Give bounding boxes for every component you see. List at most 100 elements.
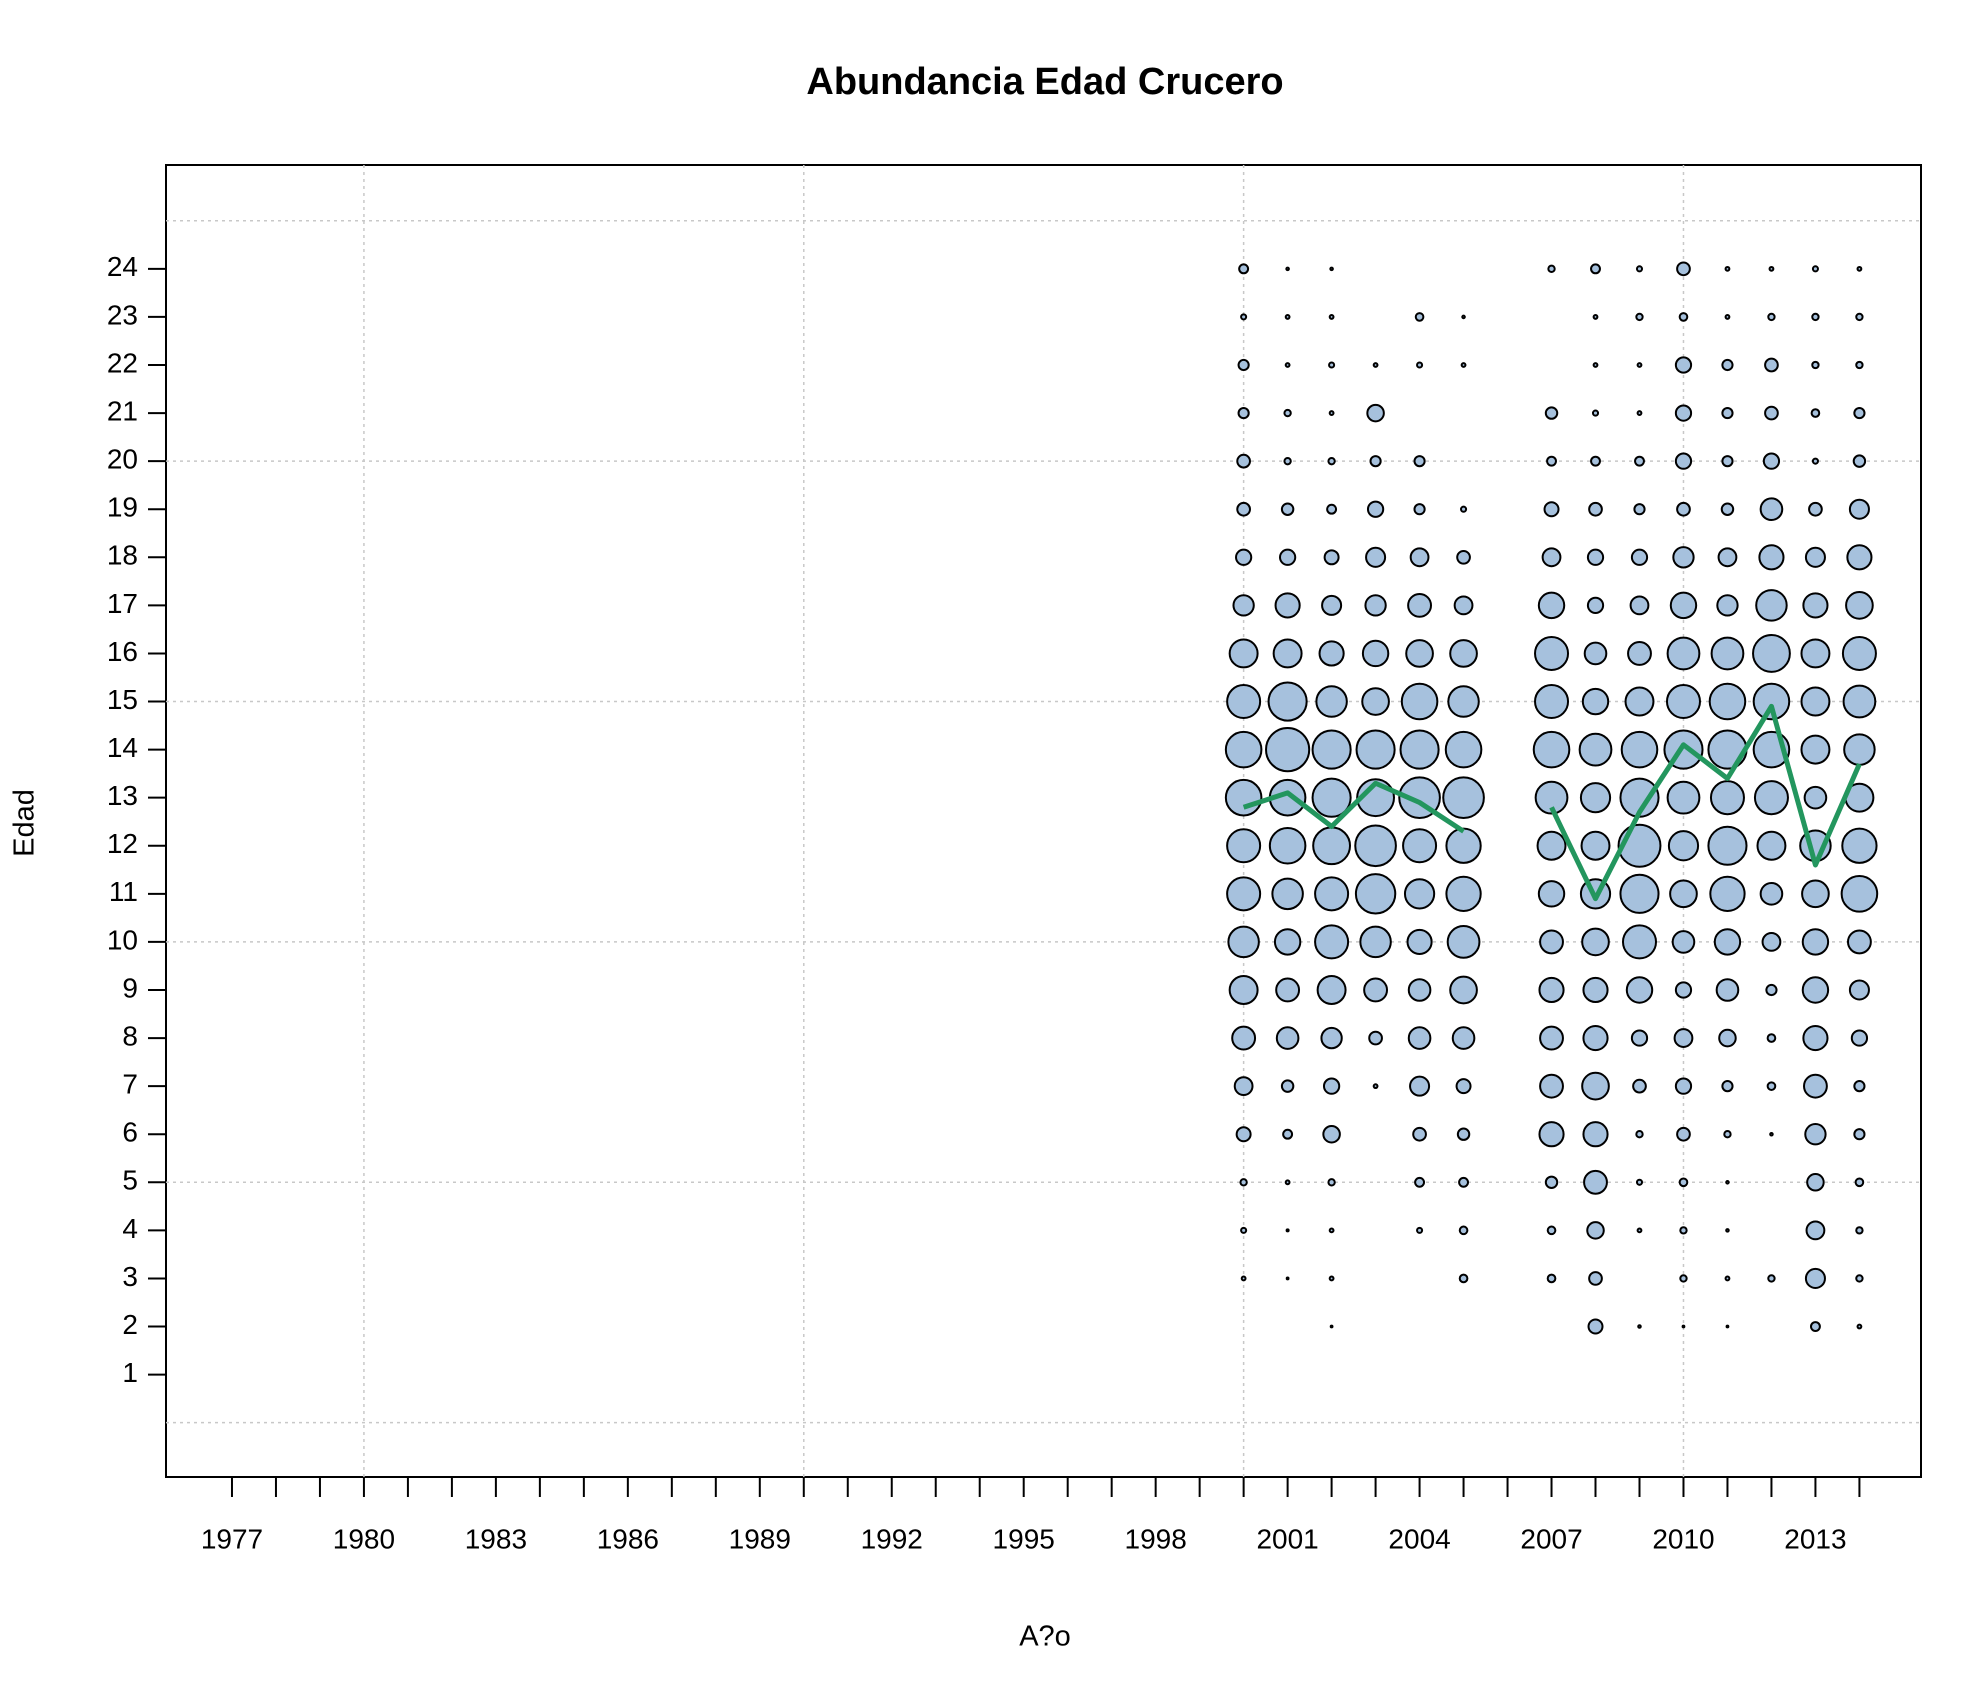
bubble [1414, 1176, 1426, 1188]
y-tick-label: 12 [107, 828, 138, 859]
bubble [1840, 875, 1879, 913]
bubble [1725, 1228, 1730, 1233]
bubble [1366, 500, 1385, 518]
bubble [1752, 682, 1791, 721]
bubble [1237, 406, 1250, 420]
bubble [1587, 1318, 1604, 1335]
y-tick-label: 23 [107, 299, 138, 330]
bubble [1855, 1274, 1864, 1283]
bubble [1278, 548, 1297, 566]
bubble [1284, 1179, 1291, 1186]
bubble [1537, 591, 1566, 620]
bubble [1635, 312, 1644, 322]
bubble [1853, 406, 1866, 420]
bubble [1848, 498, 1870, 520]
x-tick-label: 2007 [1520, 1523, 1582, 1554]
bubble [1715, 978, 1740, 1002]
y-tick-label: 15 [107, 684, 138, 715]
bubble [1582, 1121, 1609, 1148]
bubble [1620, 730, 1659, 769]
bubble [1592, 314, 1599, 320]
x-tick-label: 1992 [861, 1523, 923, 1554]
bubble [1536, 830, 1567, 861]
bubble [1412, 1126, 1427, 1142]
bubble [1676, 501, 1691, 517]
bubble [1635, 265, 1644, 273]
bubble [1591, 409, 1600, 417]
bubble [1854, 1177, 1865, 1188]
bubble [1327, 456, 1336, 466]
bubble [1853, 1080, 1866, 1093]
bubble [1811, 265, 1819, 273]
bubble [1804, 1123, 1827, 1146]
bubble [1402, 828, 1438, 864]
bubble [1445, 827, 1482, 864]
bubble [1768, 265, 1775, 272]
bubble [1853, 1128, 1866, 1141]
bubble [1678, 312, 1689, 322]
bubble [1842, 684, 1877, 719]
bubble [1637, 1324, 1642, 1329]
bubble [1673, 1028, 1694, 1048]
bubble [1329, 266, 1334, 272]
mean-line [1242, 703, 1862, 902]
bubble [1314, 924, 1350, 960]
bubble [1532, 730, 1571, 769]
x-tick-label: 1998 [1125, 1523, 1187, 1554]
bubble [1710, 636, 1745, 671]
bubble [1282, 1128, 1294, 1140]
chart-title: Abundancia Edad Crucero [806, 61, 1283, 103]
bubble [1811, 312, 1820, 322]
bubble [1363, 977, 1389, 1003]
bubble [1354, 824, 1397, 868]
bubble [1841, 635, 1877, 671]
bubble [1767, 312, 1776, 322]
bubble [1280, 1079, 1295, 1093]
bubble [1460, 362, 1467, 368]
y-tick-label: 6 [122, 1117, 138, 1148]
bubble [1372, 1083, 1379, 1090]
bubble [1236, 501, 1251, 517]
bubble [1855, 360, 1864, 370]
bubble [1320, 1026, 1343, 1050]
bubble [1235, 1126, 1252, 1143]
bubble [1539, 1073, 1564, 1099]
bubble [1666, 780, 1701, 815]
x-tick-label: 1995 [993, 1523, 1055, 1554]
bubble [1451, 1026, 1476, 1050]
bubble [1767, 1274, 1776, 1283]
bubble [1328, 410, 1335, 416]
x-tick-label: 1977 [201, 1523, 263, 1554]
bubble [1802, 1024, 1829, 1052]
bubble [1449, 639, 1478, 668]
bubble [1721, 1080, 1734, 1093]
bubble [1582, 1024, 1609, 1052]
bubble [1534, 780, 1569, 815]
bubble [1624, 686, 1655, 717]
plot-frame [165, 164, 1922, 1478]
bubble [1544, 406, 1559, 420]
bubble [1456, 1127, 1471, 1141]
bubble [1841, 827, 1878, 864]
bubble [1453, 595, 1474, 616]
bubble [1328, 314, 1335, 320]
bubble [1239, 1178, 1248, 1187]
bubble [1809, 1321, 1821, 1332]
bubble [1444, 730, 1483, 769]
x-tick-label: 1986 [597, 1523, 659, 1554]
bubble [1811, 360, 1820, 370]
bubble [1709, 875, 1746, 912]
bubble [1458, 1273, 1469, 1284]
bubble [1311, 777, 1352, 818]
bubble [1724, 1275, 1731, 1282]
bubble [1328, 1275, 1335, 1282]
bubble [1801, 879, 1830, 909]
bubble [1546, 1273, 1557, 1284]
bubble [1366, 403, 1385, 423]
y-tick-label: 1 [122, 1357, 138, 1388]
bubble [1635, 1130, 1644, 1139]
bubble [1855, 312, 1864, 322]
bubble [1322, 1077, 1341, 1095]
bubble [1674, 1077, 1693, 1095]
